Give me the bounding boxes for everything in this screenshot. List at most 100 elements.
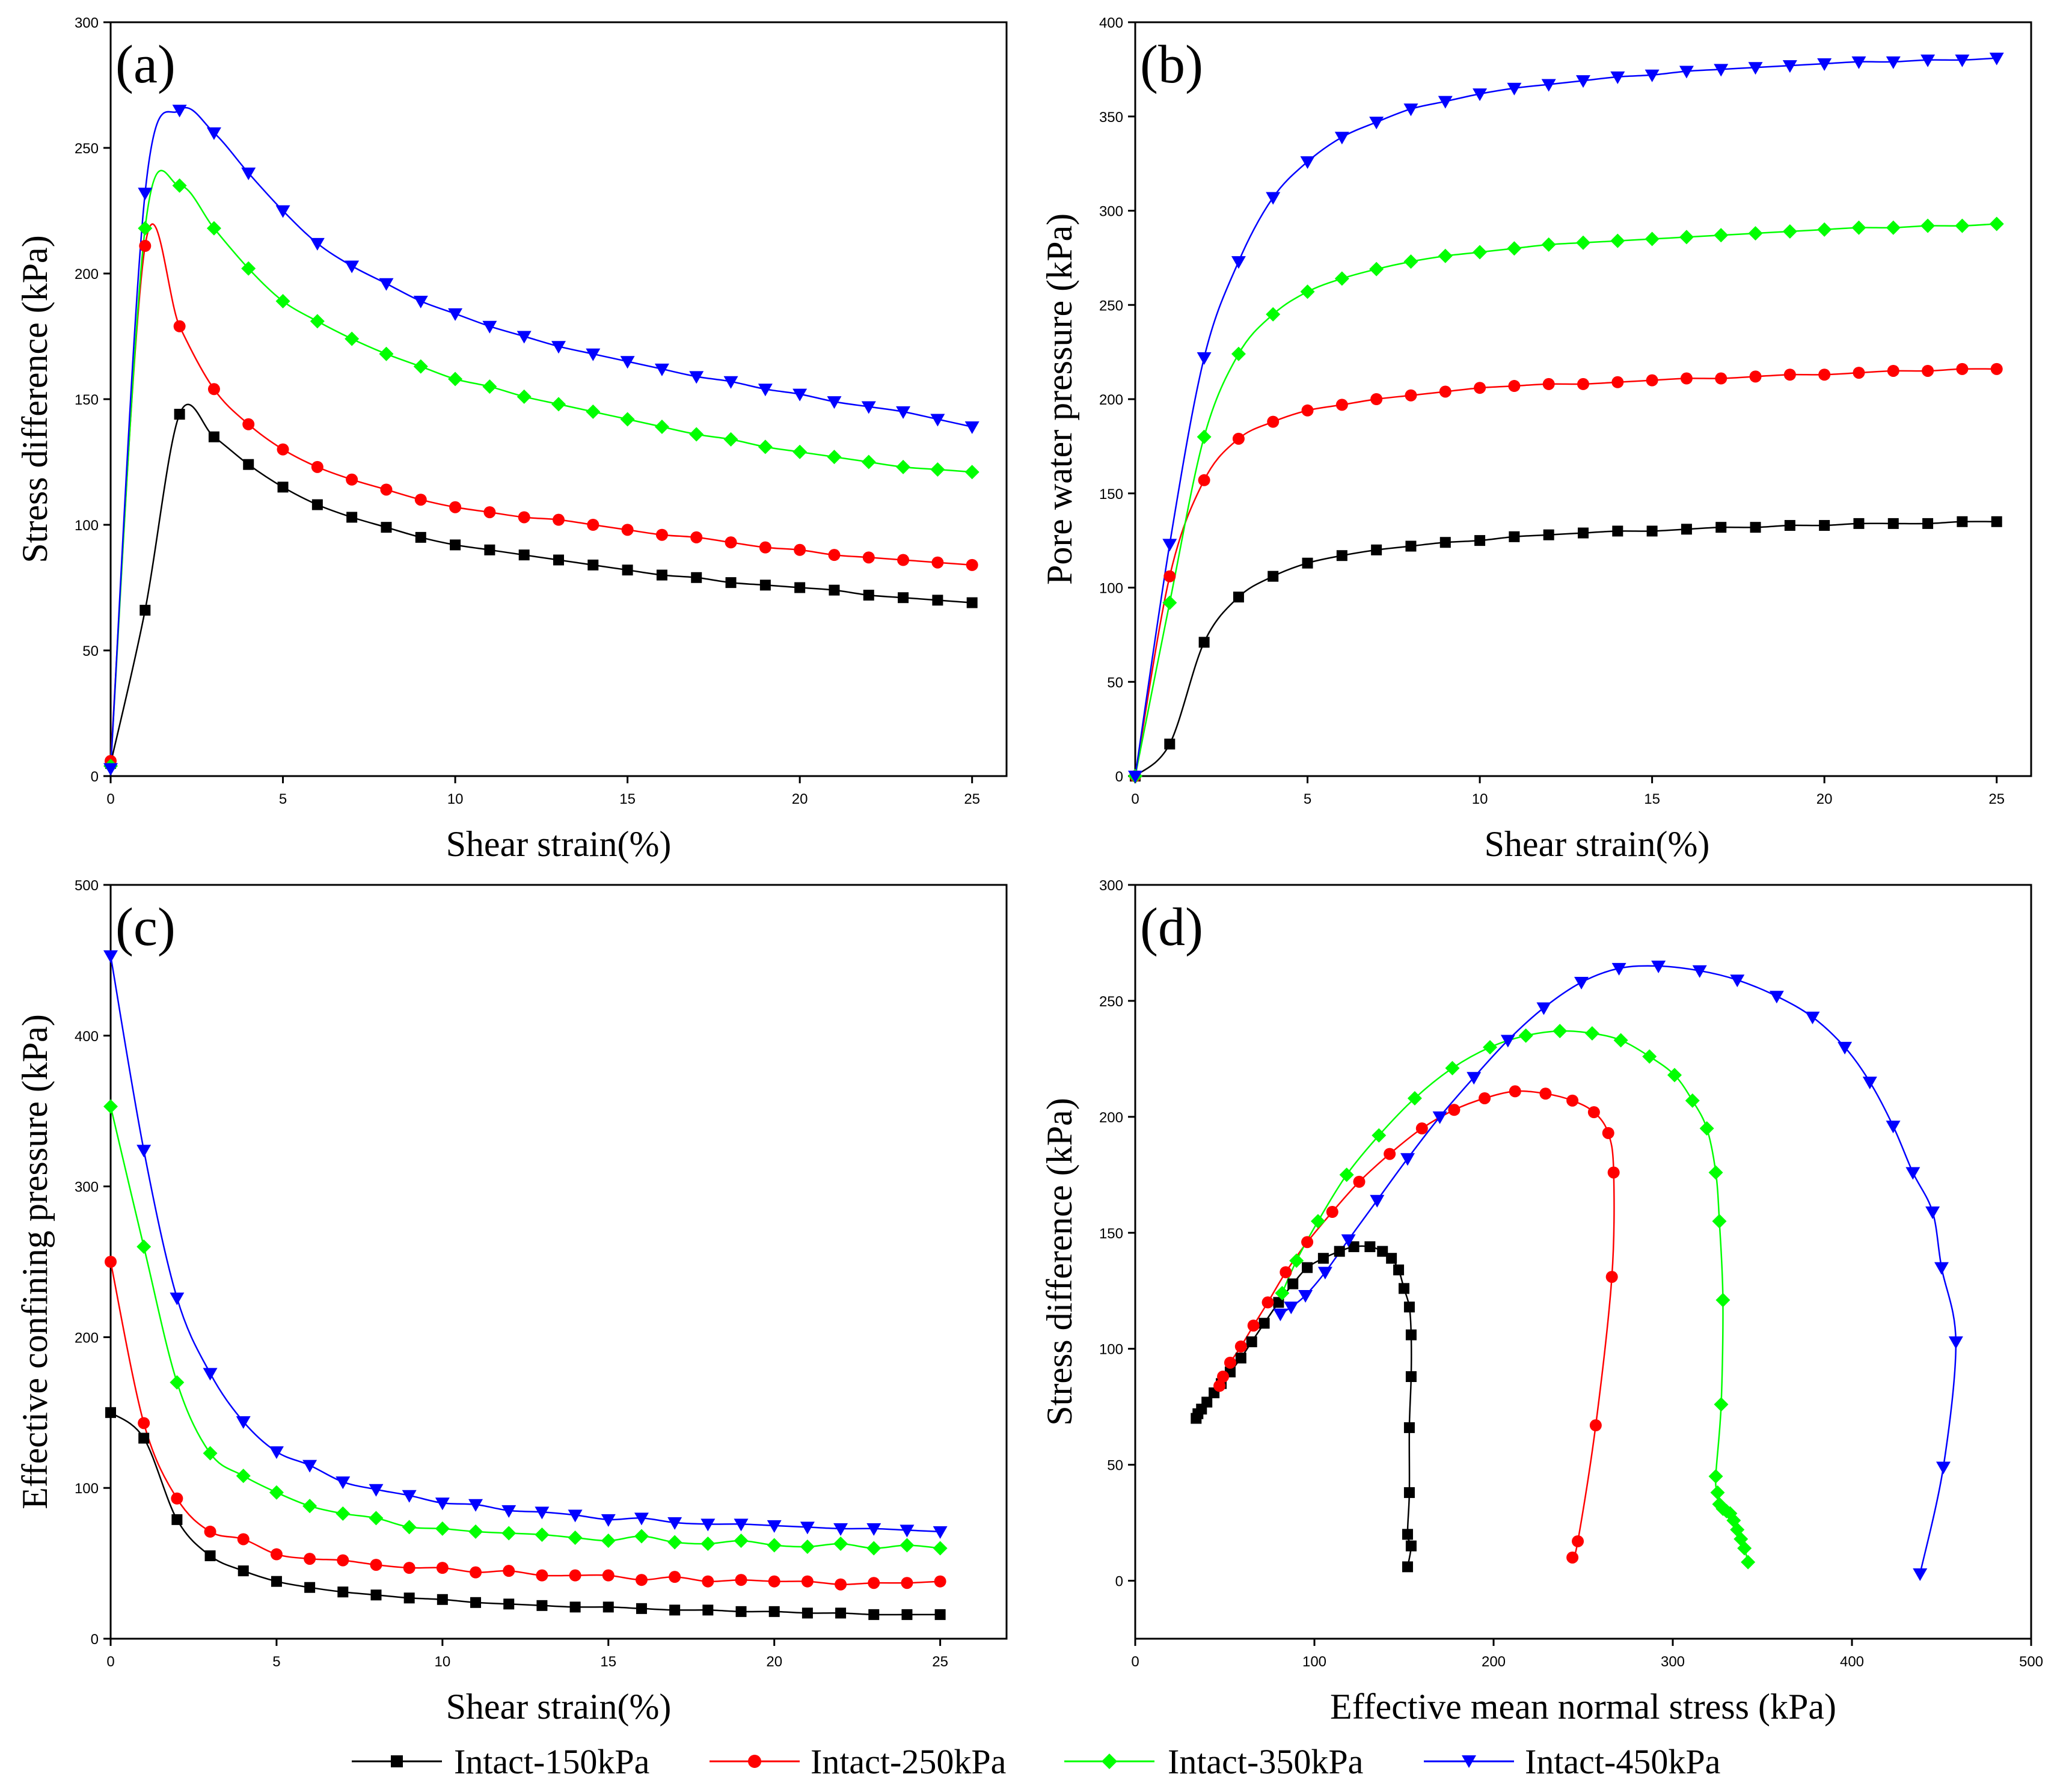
- data-point-d-150: [1287, 1278, 1299, 1289]
- data-point-a-350: [551, 397, 566, 412]
- data-point-a-350: [689, 427, 704, 442]
- data-point-b-450: [1851, 56, 1866, 69]
- data-point-c-250: [669, 1571, 681, 1583]
- data-point-b-150: [1957, 516, 1968, 527]
- data-point-c-450: [269, 1446, 284, 1460]
- data-point-c-450: [900, 1524, 915, 1538]
- legend-label-150: Intact-150kPa: [454, 1742, 649, 1781]
- data-point-a-250: [139, 240, 152, 252]
- data-point-c-350: [501, 1526, 517, 1541]
- data-point-a-450: [448, 308, 463, 321]
- data-point-d-350: [1407, 1090, 1422, 1105]
- data-point-a-350: [448, 372, 463, 387]
- legend-label-350: Intact-350kPa: [1168, 1742, 1363, 1781]
- y-tick-label-b: 350: [1099, 109, 1123, 126]
- data-point-d-250: [1224, 1356, 1236, 1369]
- x-tick-label-b: 25: [1988, 791, 2005, 807]
- data-point-b-150: [1509, 531, 1520, 542]
- x-tick-label-d: 200: [1482, 1654, 1506, 1670]
- data-point-b-150: [1233, 592, 1244, 603]
- data-point-d-350: [1710, 1485, 1725, 1500]
- data-point-d-450: [1500, 1035, 1515, 1048]
- data-point-c-150: [569, 1601, 581, 1613]
- data-point-a-450: [310, 237, 325, 251]
- data-point-b-250: [1542, 378, 1555, 390]
- data-point-d-250: [1280, 1266, 1292, 1279]
- series-lines-a: [109, 106, 972, 769]
- data-point-b-150: [1715, 522, 1727, 533]
- data-point-d-150: [1235, 1353, 1246, 1364]
- data-point-c-150: [370, 1589, 382, 1601]
- y-tick-label-b: 200: [1099, 392, 1123, 408]
- x-tick-label-d: 400: [1840, 1654, 1864, 1670]
- data-point-b-350: [1817, 222, 1832, 237]
- series-markers-d: [1191, 961, 1963, 1581]
- data-point-a-250: [828, 549, 841, 561]
- legend-item-150: Intact-150kPa: [352, 1742, 649, 1781]
- x-tick-label-b: 0: [1131, 791, 1139, 807]
- data-point-a-150: [725, 577, 737, 589]
- data-point-a-150: [759, 579, 771, 591]
- data-point-c-250: [635, 1574, 648, 1586]
- y-ticks-d: 0 50 100 150 200 250 300: [1099, 878, 1135, 1590]
- data-point-b-450: [1507, 82, 1522, 96]
- series-lines-b: [1134, 57, 1997, 777]
- data-point-a-350: [379, 346, 394, 361]
- data-point-d-150: [1377, 1246, 1388, 1257]
- data-point-a-350: [206, 221, 221, 236]
- data-point-c-250: [934, 1575, 946, 1588]
- data-point-c-350: [269, 1485, 284, 1500]
- data-point-b-250: [1301, 404, 1314, 417]
- data-point-c-350: [568, 1530, 583, 1545]
- data-point-c-350: [734, 1533, 749, 1548]
- data-point-d-150: [1317, 1253, 1329, 1264]
- data-point-c-350: [369, 1511, 384, 1526]
- data-point-b-450: [1645, 69, 1660, 82]
- data-point-a-450: [723, 376, 738, 389]
- data-point-c-350: [634, 1529, 649, 1544]
- data-point-c-350: [170, 1375, 185, 1390]
- data-point-d-450: [1341, 1234, 1356, 1247]
- data-point-b-450: [1162, 539, 1177, 552]
- data-point-c-450: [800, 1521, 815, 1535]
- x-tick-label-a: 15: [619, 791, 636, 807]
- data-point-d-350: [1289, 1253, 1304, 1268]
- y-tick-label-c: 100: [75, 1481, 99, 1497]
- data-point-d-350: [1483, 1040, 1498, 1055]
- data-point-b-450: [1714, 64, 1729, 77]
- series-line-c-250: [109, 1261, 940, 1585]
- data-point-b-350: [1197, 429, 1212, 444]
- data-point-d-350: [1715, 1292, 1730, 1307]
- data-point-b-150: [1474, 535, 1486, 546]
- x-tick-label-c: 20: [766, 1654, 782, 1670]
- data-point-b-150: [1543, 529, 1554, 540]
- data-point-a-150: [898, 592, 909, 604]
- data-point-c-350: [103, 1099, 118, 1114]
- data-point-c-350: [336, 1506, 351, 1521]
- data-point-d-450: [1284, 1301, 1299, 1315]
- data-point-b-350: [1748, 226, 1763, 241]
- data-point-c-250: [569, 1569, 581, 1582]
- series-line-d-450: [1280, 965, 1957, 1574]
- data-point-c-250: [270, 1548, 283, 1561]
- data-point-a-350: [310, 314, 325, 329]
- data-point-d-250: [1247, 1320, 1260, 1332]
- data-point-c-250: [470, 1566, 482, 1579]
- data-point-a-150: [174, 409, 185, 420]
- data-point-c-350: [601, 1533, 616, 1548]
- y-tick-label-d: 200: [1099, 1110, 1123, 1126]
- legend-item-250: Intact-250kPa: [710, 1742, 1006, 1781]
- y-axis-title-d: Stress difference (kPa): [1040, 1098, 1079, 1425]
- data-point-b-250: [1163, 570, 1176, 583]
- data-point-a-150: [415, 531, 426, 543]
- data-point-d-350: [1584, 1026, 1599, 1041]
- data-point-a-250: [346, 473, 358, 486]
- panel-label-a: (a): [115, 35, 176, 94]
- data-point-c-350: [833, 1536, 848, 1551]
- data-point-c-250: [702, 1575, 714, 1588]
- data-point-c-450: [236, 1416, 251, 1429]
- data-point-d-150: [1405, 1329, 1417, 1341]
- data-point-d-450: [1886, 1121, 1901, 1134]
- x-tick-label-b: 10: [1472, 791, 1488, 807]
